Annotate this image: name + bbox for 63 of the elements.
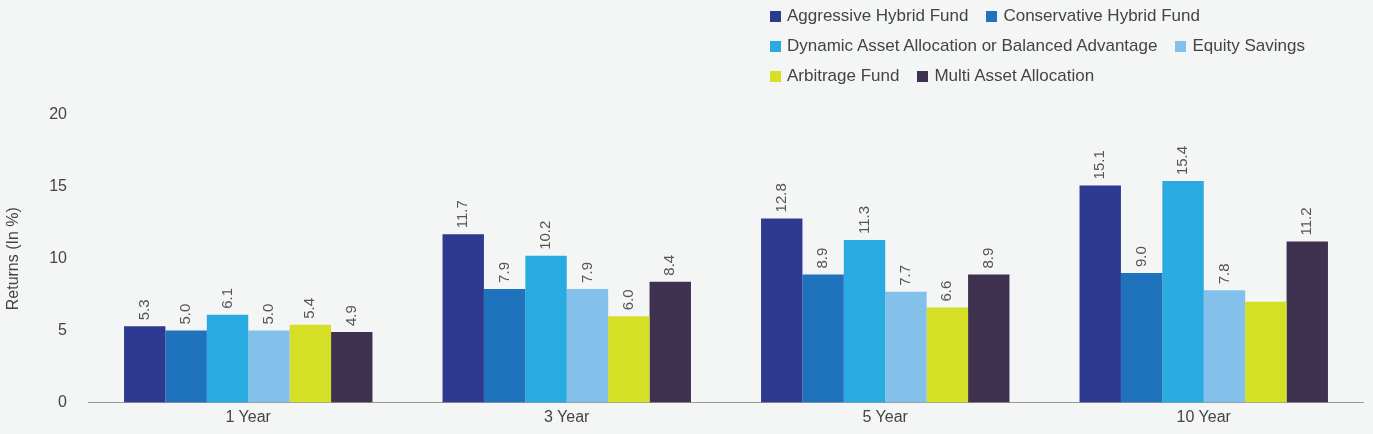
data-label: 5.0 — [259, 303, 277, 325]
bar — [802, 274, 844, 403]
legend-label: Multi Asset Allocation — [934, 66, 1095, 86]
bar — [206, 314, 249, 403]
data-label: 9.0 — [1131, 246, 1149, 268]
data-label: 8.9 — [978, 247, 996, 269]
bar — [649, 281, 691, 403]
legend-label: Arbitrage Fund — [787, 66, 900, 86]
data-label: 7.7 — [896, 264, 914, 286]
y-tick-label: 15 — [49, 177, 68, 195]
y-tick-label: 20 — [49, 105, 68, 123]
bar — [1120, 273, 1163, 403]
bar — [885, 291, 927, 403]
data-label: 8.4 — [660, 254, 678, 276]
data-label: 7.8 — [1214, 263, 1232, 285]
data-label: 7.9 — [577, 262, 595, 283]
bar — [525, 255, 567, 403]
bar — [165, 330, 207, 403]
data-label: 6.1 — [217, 287, 235, 309]
data-label: 11.7 — [453, 200, 471, 229]
x-tick-label: 3 Year — [544, 408, 591, 426]
bar — [926, 307, 969, 403]
data-label: 8.9 — [813, 247, 831, 269]
bar — [289, 324, 332, 403]
data-label: 6.6 — [937, 280, 955, 302]
x-tick-label: 10 Year — [1176, 408, 1232, 426]
y-tick-label: 5 — [58, 320, 68, 338]
legend-label: Equity Savings — [1192, 36, 1305, 56]
bar — [1245, 301, 1287, 403]
data-label: 10.2 — [536, 220, 554, 250]
bar — [442, 234, 484, 403]
data-label: 15.1 — [1090, 150, 1108, 180]
bar — [566, 288, 609, 403]
y-tick-label: 0 — [58, 392, 68, 410]
bar — [1203, 290, 1246, 403]
x-tick-label: 1 Year — [225, 408, 272, 426]
bar — [1286, 241, 1328, 403]
data-label: 6.0 — [619, 289, 636, 311]
bar — [608, 316, 650, 403]
data-label: 5.4 — [300, 297, 318, 319]
data-label: 5.3 — [134, 299, 152, 321]
y-tick-label: 10 — [49, 249, 68, 267]
data-label: 15.4 — [1173, 145, 1191, 176]
y-axis-title: Returns (In %) — [4, 207, 22, 311]
data-label: 11.2 — [1297, 207, 1315, 236]
data-label: 7.9 — [494, 262, 512, 283]
bar — [1162, 181, 1204, 403]
bar — [483, 288, 526, 403]
data-label: 12.8 — [771, 183, 789, 213]
bar — [968, 274, 1010, 403]
bar — [331, 331, 373, 403]
legend-label: Dynamic Asset Allocation or Balanced Advantage — [787, 36, 1158, 56]
data-label: 4.9 — [341, 305, 359, 326]
data-label: 5.0 — [176, 303, 194, 325]
data-label: 11.3 — [854, 205, 872, 235]
legend-label: Aggressive Hybrid Fund — [787, 6, 969, 26]
bar — [761, 218, 803, 403]
x-tick-label: 5 Year — [862, 408, 909, 426]
bar — [248, 330, 290, 403]
legend-label: Conservative Hybrid Fund — [1003, 6, 1200, 26]
bar — [124, 326, 166, 403]
bar — [843, 240, 886, 403]
bar — [1079, 185, 1121, 403]
